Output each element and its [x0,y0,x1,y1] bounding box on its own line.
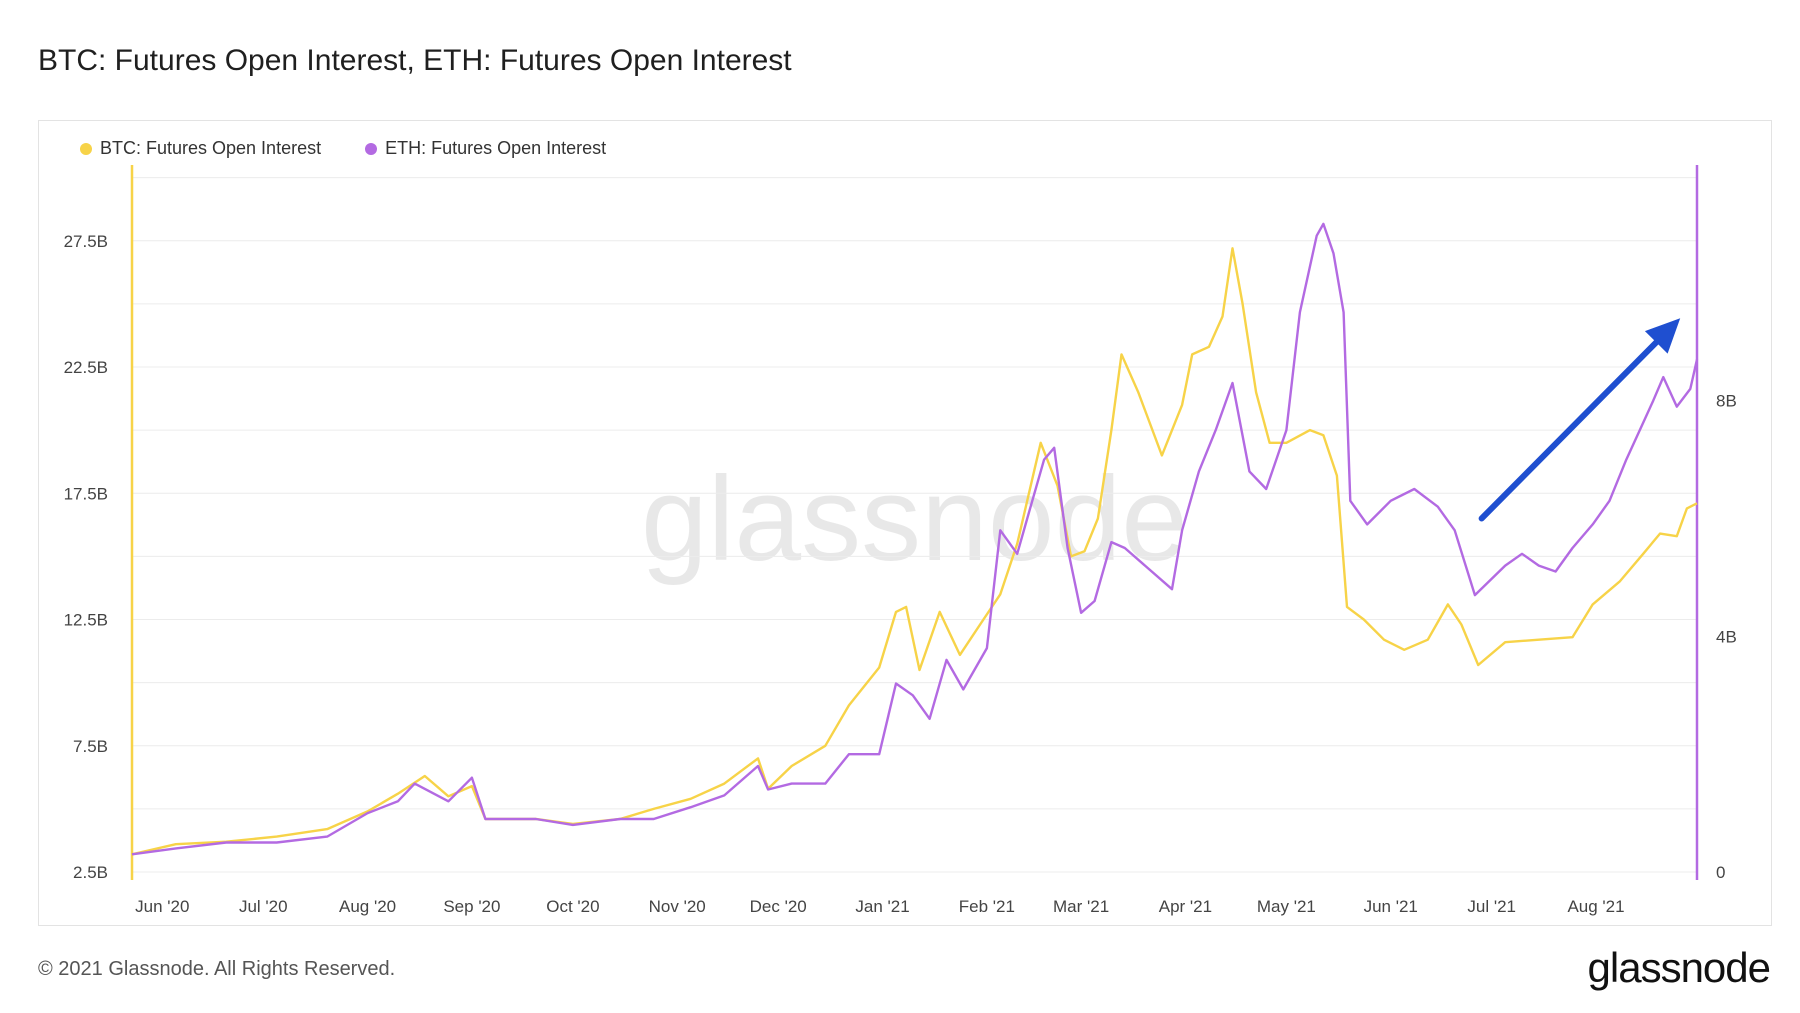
x-tick-label: Dec '20 [750,897,807,916]
y-left-tick-label: 12.5B [64,611,108,630]
trend-arrow-head [1644,318,1681,354]
y-right-tick-label: 8B [1716,392,1737,411]
x-tick-label: Jul '21 [1467,897,1516,916]
chart-frame [38,120,1772,926]
trend-arrow-shaft [1478,339,1660,522]
x-tick-label: Mar '21 [1053,897,1109,916]
y-right-tick-label: 4B [1716,627,1737,646]
y-left-tick-label: 27.5B [64,232,108,251]
y-left-tick-label: 7.5B [73,737,108,756]
legend-dot-btc [80,142,92,155]
x-tick-label: Jul '20 [239,897,288,916]
x-tick-label: Feb '21 [959,897,1015,916]
x-tick-label: Nov '20 [649,897,706,916]
legend-dot-eth [365,142,378,155]
chart-legend: BTC: Futures Open Interest ETH: Futures … [80,138,606,159]
x-tick-label: Apr '21 [1159,897,1212,916]
y-right-tick-label: 0 [1716,863,1725,882]
x-tick-label: Jun '21 [1364,897,1418,916]
x-tick-label: Oct '20 [546,897,599,916]
y-left-tick-label: 17.5B [64,484,108,503]
page-title: BTC: Futures Open Interest, ETH: Futures… [38,44,792,77]
x-tick-label: Aug '20 [339,897,396,916]
x-tick-label: Jan '21 [855,897,909,916]
legend-label-btc: BTC: Futures Open Interest [100,138,322,158]
y-left-tick-label: 22.5B [64,358,108,377]
legend-item-eth[interactable]: ETH: Futures Open Interest [365,138,606,159]
x-tick-label: May '21 [1257,897,1316,916]
eth-series-line [131,222,1699,856]
footer-copyright: © 2021 Glassnode. All Rights Reserved. [38,958,396,980]
x-tick-label: Sep '20 [443,897,500,916]
glassnode-logo: glassnode [1587,944,1771,991]
legend-label-eth: ETH: Futures Open Interest [385,138,607,158]
y-left-tick-label: 2.5B [73,863,108,882]
x-tick-label: Aug '21 [1567,897,1624,916]
legend-item-btc[interactable]: BTC: Futures Open Interest [80,138,321,159]
x-tick-label: Jun '20 [135,897,189,916]
